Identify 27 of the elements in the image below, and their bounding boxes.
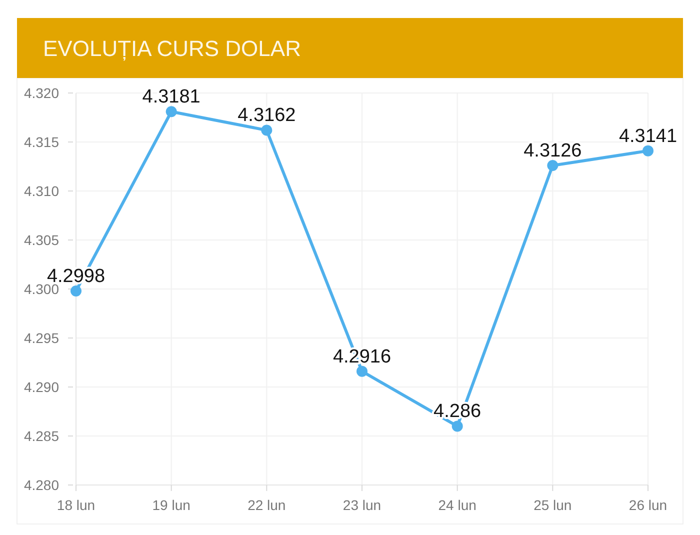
y-tick-label: 4.280 xyxy=(24,476,60,493)
data-label: 4.3141 xyxy=(618,126,678,147)
point xyxy=(642,145,654,156)
point xyxy=(452,420,463,432)
y-tick-label: 4.315 xyxy=(24,134,60,150)
y-tick-label: 4.295 xyxy=(24,330,60,346)
y-tick-label: 4.310 xyxy=(24,182,60,199)
point xyxy=(547,160,558,172)
x-tick-label: 19 lun xyxy=(152,497,190,513)
point xyxy=(70,285,82,296)
y-tick-label: 4.305 xyxy=(24,232,60,248)
x-tick-label: 23 lun xyxy=(342,497,382,513)
data-label: 4.3126 xyxy=(524,140,582,162)
data-label: 4.3181 xyxy=(142,86,200,108)
x-tick-label: 18 lun xyxy=(56,497,96,513)
point xyxy=(261,124,272,136)
chart-title: EVOLUȚIA CURS DOLAR xyxy=(43,36,301,61)
x-tick-label: 26 lun xyxy=(628,497,668,513)
point xyxy=(356,366,368,377)
y-tick-label: 4.285 xyxy=(24,428,60,444)
y-tick-label: 4.290 xyxy=(24,378,60,395)
y-tick-label: 4.320 xyxy=(24,84,60,101)
x-tick-label: 25 lun xyxy=(534,497,572,513)
x-tick-label: 24 lun xyxy=(438,497,476,513)
data-label: 4.3162 xyxy=(238,105,296,126)
x-tick-label: 22 lun xyxy=(248,497,286,513)
point xyxy=(166,106,177,118)
